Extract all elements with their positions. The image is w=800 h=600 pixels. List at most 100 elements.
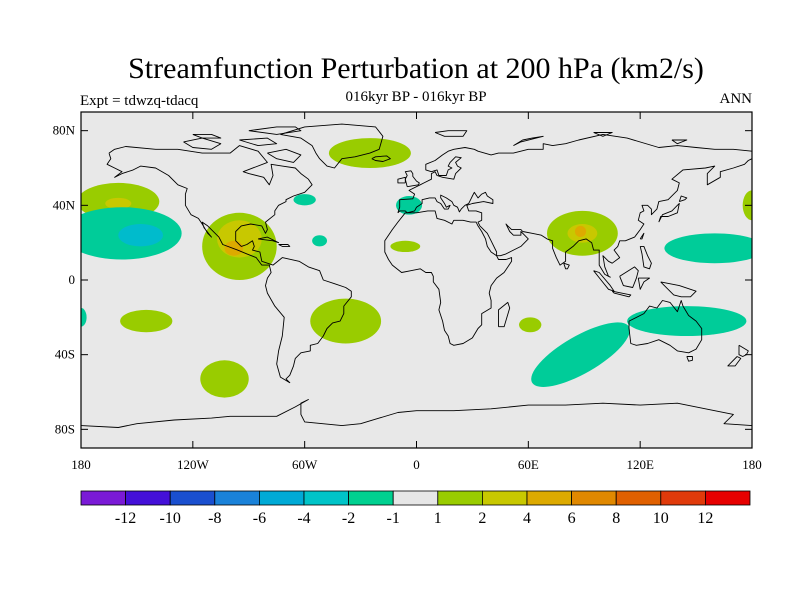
colorbar-swatch (660, 490, 706, 506)
colorbar-label: -10 (160, 510, 181, 527)
colorbar-swatch (214, 490, 260, 506)
region-atlantic-small-negative (293, 194, 316, 206)
colorbar-swatch (303, 490, 349, 506)
coastline-10 (611, 290, 632, 298)
map-background (81, 112, 752, 448)
colorbar-swatch (80, 490, 126, 506)
lon-tick-label: 60W (292, 457, 318, 472)
lon-tick-label: 180 (71, 457, 91, 472)
lat-tick-label: 0 (69, 272, 76, 287)
coastline-15 (686, 356, 693, 362)
coastline-18 (658, 203, 680, 223)
colorbar-swatch (705, 490, 751, 506)
coastline-30 (192, 133, 222, 139)
coastline-23 (258, 236, 280, 244)
coastline-12 (637, 277, 650, 290)
lon-tick-label: 60E (518, 457, 539, 472)
colorbar-label: 6 (568, 510, 576, 527)
colorbar-label: -2 (342, 510, 355, 527)
coastline-32 (513, 135, 544, 147)
region-caribbean-small-negative (312, 235, 328, 247)
coastline-22 (563, 262, 570, 270)
coastline-34 (671, 139, 688, 145)
lon-tick-label: 120W (177, 457, 210, 472)
coastline-2 (371, 155, 391, 162)
coastline-4 (397, 158, 752, 278)
colorbar-swatch (125, 490, 171, 506)
coastline-8 (498, 301, 511, 328)
region-southern-indian-negative (531, 322, 630, 387)
colorbar-label: 8 (612, 510, 620, 527)
colorbar-swatch (258, 490, 305, 506)
colorbar-label: 2 (478, 510, 486, 527)
coastline-3 (397, 133, 752, 213)
colorbar-swatch (169, 490, 216, 506)
colorbar-label: -8 (208, 510, 221, 527)
lat-tick-label: 40N (53, 197, 76, 212)
coastline-21 (639, 245, 652, 270)
coastline-24 (278, 244, 291, 247)
region-south-pacific-positive (120, 309, 173, 333)
coastline-7 (384, 210, 513, 346)
coastline-1 (280, 123, 384, 169)
colorbar-swatch (437, 490, 483, 506)
coastline-29 (267, 148, 302, 163)
colorbar-swatch (571, 490, 617, 506)
region-tibet-core (574, 225, 587, 238)
colorbar-swatch (526, 490, 572, 506)
region-indian-ocean-small-positive (519, 317, 542, 333)
coastline-11 (619, 266, 639, 288)
lon-tick-label: 0 (413, 457, 420, 472)
colorbar-label: 4 (523, 510, 531, 527)
coastline-13 (660, 281, 697, 298)
colorbar-label: 10 (653, 510, 669, 527)
coastlines (81, 123, 752, 428)
lon-tick-label: 180 (742, 457, 762, 472)
colorbar-label: -12 (115, 510, 136, 527)
coastline-26 (183, 137, 222, 150)
colorbar-label: -1 (387, 510, 400, 527)
region-north-africa-positive (390, 240, 421, 252)
plot-subtitle: 016kyr BP - 016kyr BP (345, 89, 487, 105)
colorbar-swatch (615, 490, 662, 506)
coastline-19 (678, 195, 688, 203)
coastline-25 (81, 399, 752, 428)
region-mediterranean-negative (395, 196, 423, 215)
colorbar-label: 12 (697, 510, 713, 527)
axis-ticks: 80N 40N 0 40S 80S 180 120W 60W 0 60E 120E 180 (53, 112, 762, 472)
coastline-17 (727, 356, 742, 367)
lat-tick-label: 80S (55, 421, 75, 436)
plot-title: Streamfunction Perturbation at 200 hPa (… (128, 52, 704, 85)
colorbar-label: -4 (297, 510, 310, 527)
coastline-6 (397, 176, 406, 184)
region-subtropical-pacific-core (118, 224, 164, 247)
coastline-20 (639, 232, 645, 240)
region-north-pacific-core (105, 197, 132, 210)
coastline-27 (248, 126, 302, 135)
lat-tick-label: 40S (55, 347, 75, 362)
colorbar-swatch (348, 490, 394, 506)
lat-tick-label: 80N (53, 123, 76, 138)
season-label: ANN (719, 91, 753, 107)
coastline-28 (239, 137, 278, 147)
colorbar-label: 1 (434, 510, 442, 527)
anomaly-regions (81, 138, 752, 398)
region-south-atlantic-positive (310, 298, 382, 344)
coastline-31 (434, 130, 468, 137)
colorbar: -12 -10 -8 -6 -4 -2 -1 1 2 4 6 8 10 12 (80, 490, 751, 527)
region-south-pacific-edge-negative (81, 308, 87, 327)
experiment-label: Expt = tdwzq-tdacq (80, 93, 199, 109)
colorbar-swatch (392, 490, 439, 506)
colorbar-label: -6 (253, 510, 266, 527)
lon-tick-label: 120E (626, 457, 654, 472)
coastline-16 (738, 344, 749, 357)
colorbar-swatch (481, 490, 528, 506)
region-southeast-pacific-positive (200, 360, 249, 398)
coastline-33 (593, 132, 613, 137)
region-west-pacific-negative (664, 233, 752, 264)
region-australia-negative (627, 306, 747, 337)
coastline-5 (404, 170, 420, 188)
coastline-14 (628, 300, 703, 354)
coastline-0 (106, 145, 352, 384)
